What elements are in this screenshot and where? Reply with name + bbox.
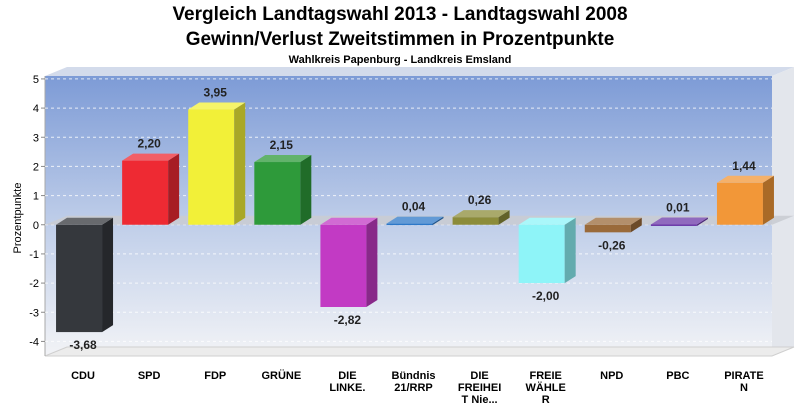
chart-title-line-2: Gewinn/Verlust Zweitstimmen in Prozentpu… <box>185 29 615 50</box>
data-label: -2,00 <box>532 289 560 303</box>
bar-top <box>386 216 444 224</box>
bar-top <box>56 217 114 225</box>
y-axis-label: Prozentpunkte <box>12 183 24 254</box>
bar-10 <box>650 217 708 226</box>
bar-side <box>762 175 774 225</box>
bar-front <box>452 217 499 225</box>
data-label: 3,95 <box>204 86 228 100</box>
bar-top <box>650 217 708 225</box>
y-tick-label: -3 <box>29 307 39 319</box>
bar-side <box>432 216 444 226</box>
x-tick-label: NPD <box>600 370 623 382</box>
data-label: 0,01 <box>666 200 690 214</box>
x-tick-label: Bündnis 21/RRP <box>392 370 436 394</box>
bar-side <box>696 217 708 226</box>
y-tick-label: 2 <box>33 161 39 173</box>
bar-top <box>452 210 510 218</box>
plot-top-edge <box>45 67 794 76</box>
bar-front <box>518 224 565 284</box>
bar-front <box>320 224 367 307</box>
y-tick-label: 0 <box>33 220 39 232</box>
y-tick-label: -2 <box>29 278 39 290</box>
bar-top <box>518 217 576 225</box>
bar-front <box>386 223 433 226</box>
bar-front <box>122 160 169 225</box>
bar-1 <box>56 217 114 333</box>
y-tick-label: -1 <box>29 249 39 261</box>
bar-top <box>584 217 642 225</box>
x-tick-label: PBC <box>666 370 689 382</box>
data-label: -0,26 <box>598 238 626 252</box>
data-label: 2,20 <box>137 137 161 151</box>
data-label: -3,68 <box>69 338 97 352</box>
bar-front <box>584 224 631 233</box>
x-tick-label: SPD <box>138 370 161 382</box>
bar-top <box>122 153 180 161</box>
x-tick-label: FREIE WÄHLE R <box>526 370 566 406</box>
x-tick-label: DIE LINKE. <box>329 370 365 394</box>
chart-subtitle: Wahlkreis Papenburg - Landkreis Emsland <box>288 54 512 66</box>
plot-side-wall <box>772 67 794 356</box>
bar-side <box>498 210 510 225</box>
bar-side <box>234 102 246 225</box>
y-tick-label: 3 <box>33 132 39 144</box>
y-tick-label: 5 <box>33 74 39 86</box>
data-label: -2,82 <box>334 313 362 327</box>
bar-side <box>300 155 312 225</box>
bar-front <box>716 182 763 225</box>
data-label: 1,44 <box>732 159 756 173</box>
x-tick-label: GRÜNE <box>261 369 301 382</box>
data-label: 2,15 <box>270 138 294 152</box>
plot-floor <box>44 346 795 357</box>
bar-front <box>188 109 235 225</box>
bar-front <box>56 224 103 333</box>
bar-top <box>320 217 378 225</box>
bar-top <box>254 155 312 163</box>
bar-8 <box>518 217 576 284</box>
x-tick-label: PIRATE N <box>724 370 764 394</box>
x-tick-label: CDU <box>71 370 95 382</box>
bar-front <box>650 224 697 226</box>
bar-6 <box>386 216 444 226</box>
data-label: 0,26 <box>468 193 492 207</box>
data-label: 0,04 <box>402 200 426 214</box>
bar-top <box>716 175 774 183</box>
y-tick-label: 1 <box>33 191 39 203</box>
bar-9 <box>584 217 642 233</box>
bar-top <box>188 102 246 110</box>
bar-side <box>102 217 114 333</box>
bar-4 <box>254 155 312 225</box>
bar-7 <box>452 210 510 225</box>
bar-side <box>564 217 576 284</box>
bar-front <box>254 162 301 225</box>
y-tick-label: 4 <box>33 103 39 115</box>
bar-side <box>630 217 642 233</box>
bar-5 <box>320 217 378 307</box>
bar-side <box>168 153 180 225</box>
bar-side <box>366 217 378 307</box>
x-tick-label: FDP <box>204 370 226 382</box>
bar-11 <box>716 175 774 225</box>
chart-title: Vergleich Landtagswahl 2013 - Landtagswa… <box>172 4 628 25</box>
y-tick-label: -4 <box>29 336 39 348</box>
bar-2 <box>122 153 180 225</box>
x-tick-label: DIE FREIHEI T Nie... <box>458 370 501 406</box>
bar-3 <box>188 102 246 225</box>
